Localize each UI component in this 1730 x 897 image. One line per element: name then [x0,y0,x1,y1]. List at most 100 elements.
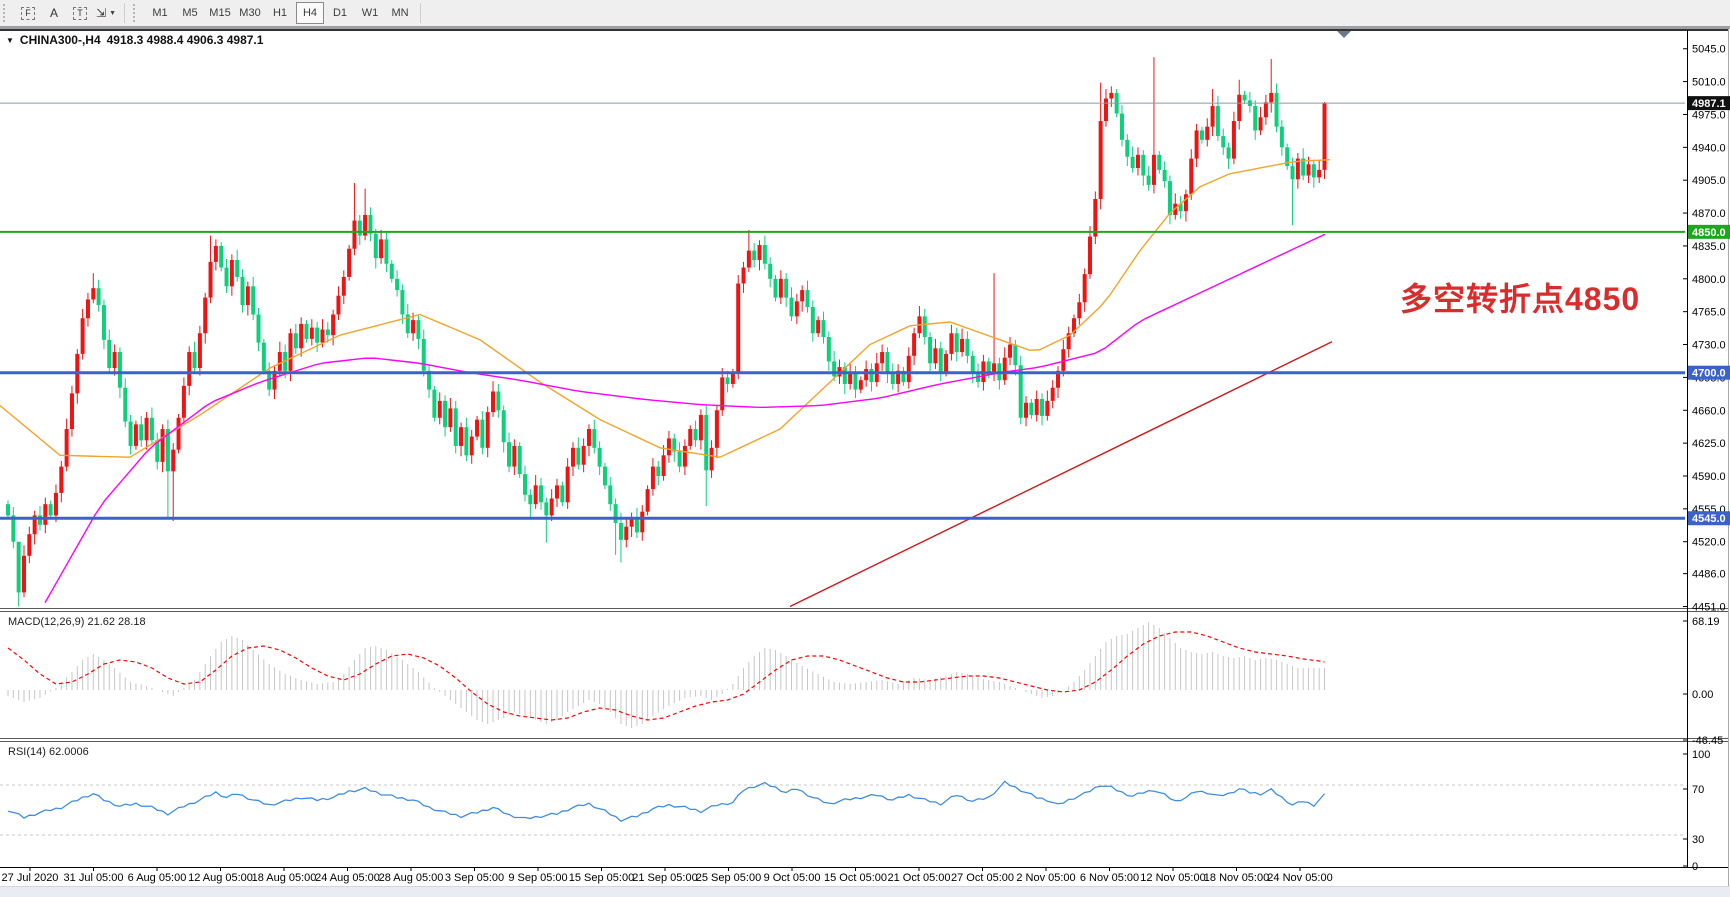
macd-panel-layer [7,622,1326,728]
chart-graphics: 5045.0 5010.0 4975.0 4940.0 4905.0 4870.0 4835… [0,29,1730,896]
arrows-tool-icon: ⇲ [96,6,107,20]
fibonacci-tool[interactable]: F [16,2,40,24]
time-axis-label: 28 Aug 05:00 [379,872,444,884]
timeframe-button-m1[interactable]: M1 [152,7,168,19]
ma-fast-orange [0,158,1331,458]
arrows-tool[interactable]: ⇲ ▼ [94,2,118,24]
price-axis-label: 4520.0 [1692,537,1726,549]
price-axis-label: 5045.0 [1692,44,1726,56]
macd-signal-line [7,631,1325,721]
price-marker-label: 4850.0 [1692,227,1726,239]
macd-indicator-label: MACD(12,26,9) 21.62 28.18 [8,616,146,628]
chart-ohlc-values: 4918.3 4988.4 4906.3 4987.1 [106,33,264,47]
rsi-axis-label: 30 [1692,834,1704,846]
timeframe-button-h4[interactable]: H4 [296,2,324,24]
timeframe-button-w1[interactable]: W1 [361,7,379,19]
rsi-indicator-label: RSI(14) 62.0006 [8,746,89,758]
price-axis-label: 4835.0 [1692,241,1726,253]
price-marker-label: 4700.0 [1692,368,1726,380]
macd-axis-label: -46.45 [1692,735,1723,747]
time-axis-label: 24 Nov 05:00 [1267,872,1332,884]
timeframe-button-m5[interactable]: M5 [182,7,198,19]
price-axis-label: 4905.0 [1692,175,1726,187]
price-axis-label: 4486.0 [1692,569,1726,581]
dropdown-caret-icon: ▼ [109,9,116,17]
fibonacci-tool-icon: F [21,6,35,20]
price-marker-4850.0 [1688,224,1730,239]
trendline[interactable] [789,341,1333,608]
timeframe-button-m30[interactable]: M30 [239,7,261,19]
toolbar-grip[interactable] [3,4,12,22]
macd-axis-label: 68.19 [1692,616,1720,628]
price-axis-label: 4555.0 [1692,504,1726,516]
time-axis-label: 21 Oct 05:00 [888,872,951,884]
time-axis-label: 27 Oct 05:00 [951,872,1014,884]
time-axis-label: 3 Sep 05:00 [445,872,504,884]
time-axis-label: 15 Sep 05:00 [569,872,634,884]
chart-canvas[interactable]: 5045.0 5010.0 4975.0 4940.0 4905.0 4870.0 4835… [0,29,1730,896]
chart-shift-marker-icon[interactable] [1337,31,1351,38]
price-marker-label: 4545.0 [1692,513,1726,525]
object-tools-group: F A T ⇲ ▼ [15,2,119,24]
price-axis-label: 4590.0 [1692,471,1726,483]
price-axis-label: 4940.0 [1692,142,1726,154]
time-axis-label: 9 Oct 05:00 [764,872,821,884]
toolbar: F A T ⇲ ▼ M1 M5 M15 M30 H1 H4 D1 W1 MN [0,0,1730,26]
ma-slow-magenta [44,233,1326,604]
price-axis-label: 4625.0 [1692,438,1726,450]
chart-expander-icon[interactable]: ▼ [6,35,14,45]
line-objects-layer [0,102,1685,608]
text-tool[interactable]: A [42,2,66,24]
axes-layer: 5045.0 5010.0 4975.0 4940.0 4905.0 4870.0 4835… [0,29,1730,896]
text-tool-icon: A [49,6,58,20]
time-axis-label: 27 Jul 2020 [2,872,59,884]
chart-ohlc-header: ▼ CHINA300-,H4 4918.3 4988.4 4906.3 4987… [6,33,263,47]
time-axis-label: 2 Nov 05:00 [1016,872,1075,884]
rsi-axis-label: 70 [1692,784,1704,796]
time-axis-label: 12 Nov 05:00 [1140,872,1205,884]
time-axis-label: 18 Aug 05:00 [252,872,317,884]
indicator-axes[interactable]: 68.19 0.00 -46.45 100 70 30 0 [1683,616,1723,873]
timeframe-toolbar-grip[interactable] [133,4,142,22]
price-marker-label: 4987.1 [1692,98,1726,110]
timeframe-button-h1[interactable]: H1 [272,7,288,19]
time-axis-label: 25 Sep 05:00 [696,872,761,884]
rsi-panel-layer [0,780,1685,836]
time-axis-label: 24 Aug 05:00 [315,872,380,884]
price-marker-4987.1 [1688,96,1730,111]
time-axis-label: 15 Oct 05:00 [824,872,887,884]
time-axis-label: 21 Sep 05:00 [632,872,697,884]
time-axis[interactable]: 27 Jul 2020 31 Jul 05:00 6 Aug 05:00 12 Aug… [2,867,1333,884]
timeframe-button-m15[interactable]: M15 [209,7,231,19]
candles-layer [6,57,1327,607]
toolbar-bottom-edge [0,26,1730,29]
time-axis-label: 9 Sep 05:00 [508,872,567,884]
time-axis-label: 6 Nov 05:00 [1080,872,1139,884]
rsi-axis-label: 0 [1692,861,1698,873]
timeframe-button-mn[interactable]: MN [391,7,409,19]
timeframe-buttons-group: M1 M5 M15 M30 H1 H4 D1 W1 MN [145,2,415,24]
macd-axis-label: 0.00 [1692,689,1713,701]
time-axis-label: 18 Nov 05:00 [1204,872,1269,884]
text-label-tool-icon: T [73,6,87,20]
chart-symbol-period: CHINA300-,H4 [19,33,101,47]
chart-text-annotation[interactable]: 多空转折点4850 [1400,281,1641,317]
moving-averages-layer [0,158,1331,604]
text-label-tool[interactable]: T [68,2,92,24]
time-axis-label: 6 Aug 05:00 [128,872,187,884]
price-axis-label: 5010.0 [1692,77,1726,89]
price-marker-4700.0 [1688,365,1730,380]
timeframe-button-d1[interactable]: D1 [332,7,348,19]
toolbar-separator [124,3,125,23]
rsi-axis-label: 100 [1692,749,1710,761]
time-axis-label: 12 Aug 05:00 [188,872,253,884]
price-axis-label: 4975.0 [1692,109,1726,121]
toolbar-separator-2 [420,3,421,23]
rsi-line [7,780,1326,823]
price-axis-label: 4800.0 [1692,274,1726,286]
price-axis-label: 4451.0 [1692,602,1726,614]
price-axis-label: 4660.0 [1692,405,1726,417]
price-axis[interactable]: 5045.0 5010.0 4975.0 4940.0 4905.0 4870.0 4835… [1683,44,1730,614]
price-marker-4545.0 [1688,511,1730,526]
